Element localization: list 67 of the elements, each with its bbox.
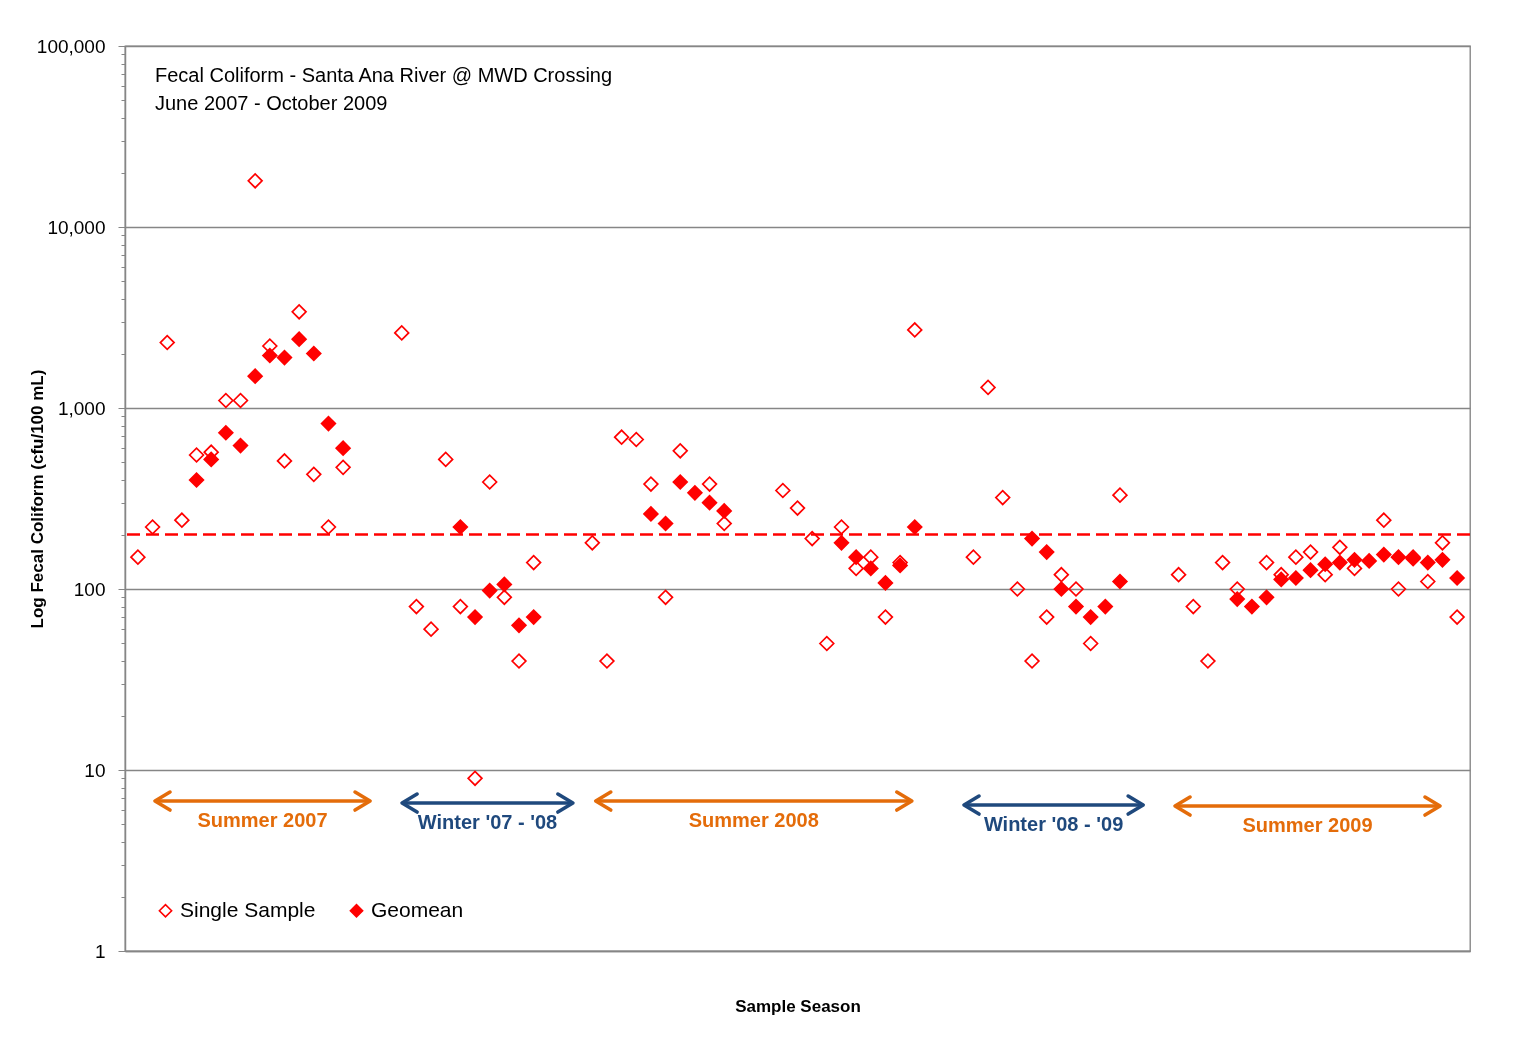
point [452,519,469,535]
y-tick-label: 1,000 [57,397,106,419]
legend-label: Geomean [371,897,464,921]
point [1258,589,1275,606]
point [525,609,542,625]
point [247,368,263,384]
point [320,415,337,432]
y-tick-label: 10,000 [47,216,106,238]
point [1229,591,1245,607]
point [672,474,688,490]
annotation: Summer 2007 [197,809,328,832]
y-tick-label: 10 [84,759,106,781]
annotation: Winter '08 - '09 [983,813,1124,836]
point [848,549,864,565]
point [687,485,703,501]
point [481,582,498,599]
point [643,506,659,522]
point [863,560,879,577]
annotation: Summer 2008 [688,809,819,832]
point [907,519,923,535]
annotation: Winter '07 - '08 [417,811,558,834]
point [1112,573,1128,590]
point [1317,556,1333,572]
point [1434,552,1451,568]
point [496,576,513,593]
point [1024,530,1040,547]
point [218,425,234,441]
annotation: Summer 2009 [1242,814,1373,837]
point [291,331,307,347]
point [1244,598,1260,615]
point [262,347,278,364]
point [1332,554,1348,571]
point [1346,552,1363,568]
point [232,437,249,454]
y-axis-title: Log Fecal Coliform (cfu/100 mL) [27,369,47,629]
text: Fecal Coliform - Santa Ana River @ MWD Crossing [155,64,613,86]
y-tick-label: 100,000 [36,35,106,57]
point [701,494,718,511]
point [833,535,850,551]
point [1288,570,1304,586]
point [335,440,351,456]
y-tick-label: 1 [94,940,106,962]
point [1273,571,1289,588]
y-tick-label: 100 [73,578,106,600]
point [1097,598,1114,615]
point [306,345,322,362]
point [1390,549,1407,565]
point [1361,553,1377,569]
point [1449,570,1465,586]
legend-label: Single Sample [180,897,316,921]
point [276,349,293,366]
point [716,503,732,519]
point [203,451,219,468]
point [1420,554,1436,571]
point [1082,609,1099,625]
point [1053,581,1070,597]
point [467,609,483,625]
point [1302,562,1319,578]
point [657,515,674,532]
point [1038,544,1055,560]
x-axis-title: Sample Season [735,996,861,1016]
point [511,617,527,634]
point [1068,598,1084,615]
point [877,575,894,591]
point [1376,546,1392,563]
text: June 2007 - October 2009 [155,92,388,114]
point [188,472,205,488]
